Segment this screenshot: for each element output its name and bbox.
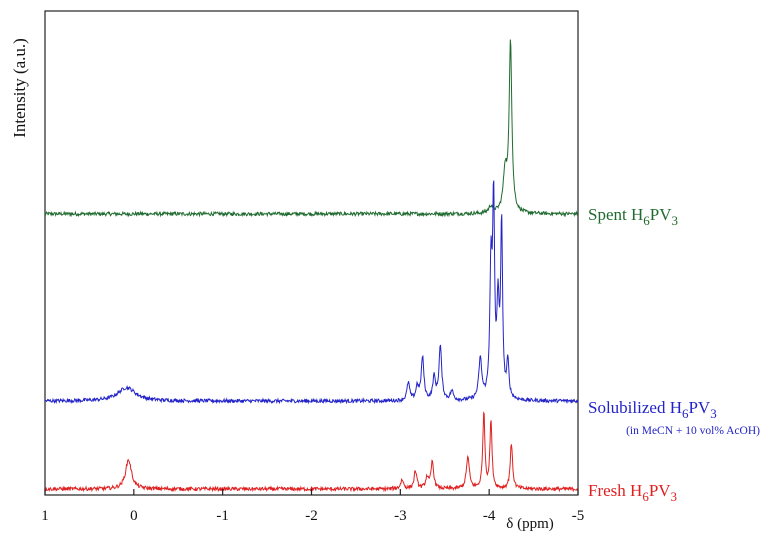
spectra-group xyxy=(44,39,579,493)
series-label-2: Solubilized H6PV3 xyxy=(588,398,717,421)
series-label-part: 3 xyxy=(671,489,678,504)
spectrum-line-3 xyxy=(44,411,579,493)
series-label-part: PV xyxy=(650,205,672,224)
series-label-part: Spent H xyxy=(588,205,643,224)
series-label-part: PV xyxy=(688,398,710,417)
x-tick-label: -5 xyxy=(572,508,585,524)
plot-frame xyxy=(44,10,579,496)
series-label-1: Spent H6PV3 xyxy=(588,205,678,228)
series-label-part: 6 xyxy=(682,406,689,421)
x-tick-label: -4 xyxy=(483,508,496,524)
x-tick-label: 0 xyxy=(130,508,138,524)
x-tick-label: -1 xyxy=(216,508,229,524)
series-label-part: 3 xyxy=(710,406,717,421)
series-label-part: 3 xyxy=(671,213,678,228)
x-tick-label: 1 xyxy=(41,508,49,524)
x-tick-label: -3 xyxy=(394,508,407,524)
series-label-part: PV xyxy=(649,481,671,500)
series-label-part: Fresh H xyxy=(588,481,642,500)
series-label-part: Solubilized H xyxy=(588,398,682,417)
spectrum-line-1 xyxy=(44,39,579,218)
series-label-part: 6 xyxy=(643,213,650,228)
series-label-3: Fresh H6PV3 xyxy=(588,481,677,504)
x-axis-label: δ (ppm) xyxy=(506,516,553,532)
x-axis-ticks: 1 0 -1 -2 -3 -4 -5 xyxy=(41,489,584,524)
x-tick-label: -2 xyxy=(305,508,318,524)
spectrum-line-2 xyxy=(44,180,579,405)
y-axis-label: Intensity (a.u.) xyxy=(10,38,29,138)
series-label-part: 6 xyxy=(642,489,649,504)
series-note-2: (in MeCN + 10 vol% AcOH) xyxy=(626,425,760,437)
